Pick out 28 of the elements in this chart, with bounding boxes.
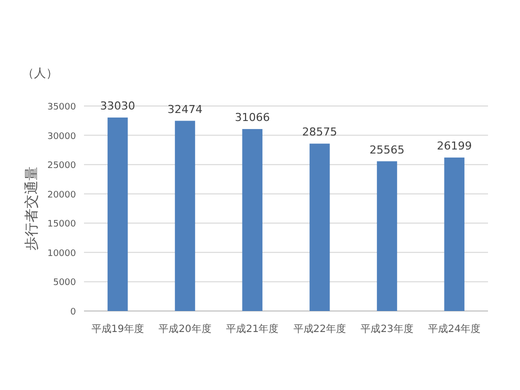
data-label: 26199	[436, 140, 472, 153]
bar	[174, 120, 196, 311]
data-label: 33030	[100, 100, 136, 113]
bar	[310, 144, 330, 311]
y-tick-label: 35000	[47, 102, 76, 112]
y-tick-label: 20000	[47, 190, 76, 200]
x-tick-label: 平成19年度	[91, 323, 144, 335]
y-tick-label: 0	[70, 308, 76, 318]
y-axis-title: 歩行者交通量	[24, 166, 40, 250]
x-tick-label: 平成22年度	[293, 323, 346, 335]
y-tick-label: 10000	[47, 248, 76, 259]
text: （人）	[22, 66, 58, 80]
data-label: 28575	[302, 126, 338, 139]
bar	[444, 158, 464, 311]
bar	[242, 129, 262, 311]
bar	[108, 118, 128, 311]
x-tick-label: 平成23年度	[360, 323, 414, 335]
y-tick-label: 15000	[47, 220, 76, 230]
y-tick-label: 5000	[53, 278, 76, 288]
y-tick-label: 30000	[47, 132, 76, 142]
data-label: 32474	[168, 102, 202, 116]
x-tick-label: 平成24年度	[428, 323, 481, 335]
bar	[376, 161, 398, 311]
x-tick-label: 平成21年度	[226, 323, 279, 335]
data-label: 31066	[234, 111, 270, 124]
x-tick-label: 平成20年度	[158, 323, 212, 335]
y-tick-label: 25000	[47, 161, 76, 172]
data-label: 25565	[370, 143, 404, 156]
